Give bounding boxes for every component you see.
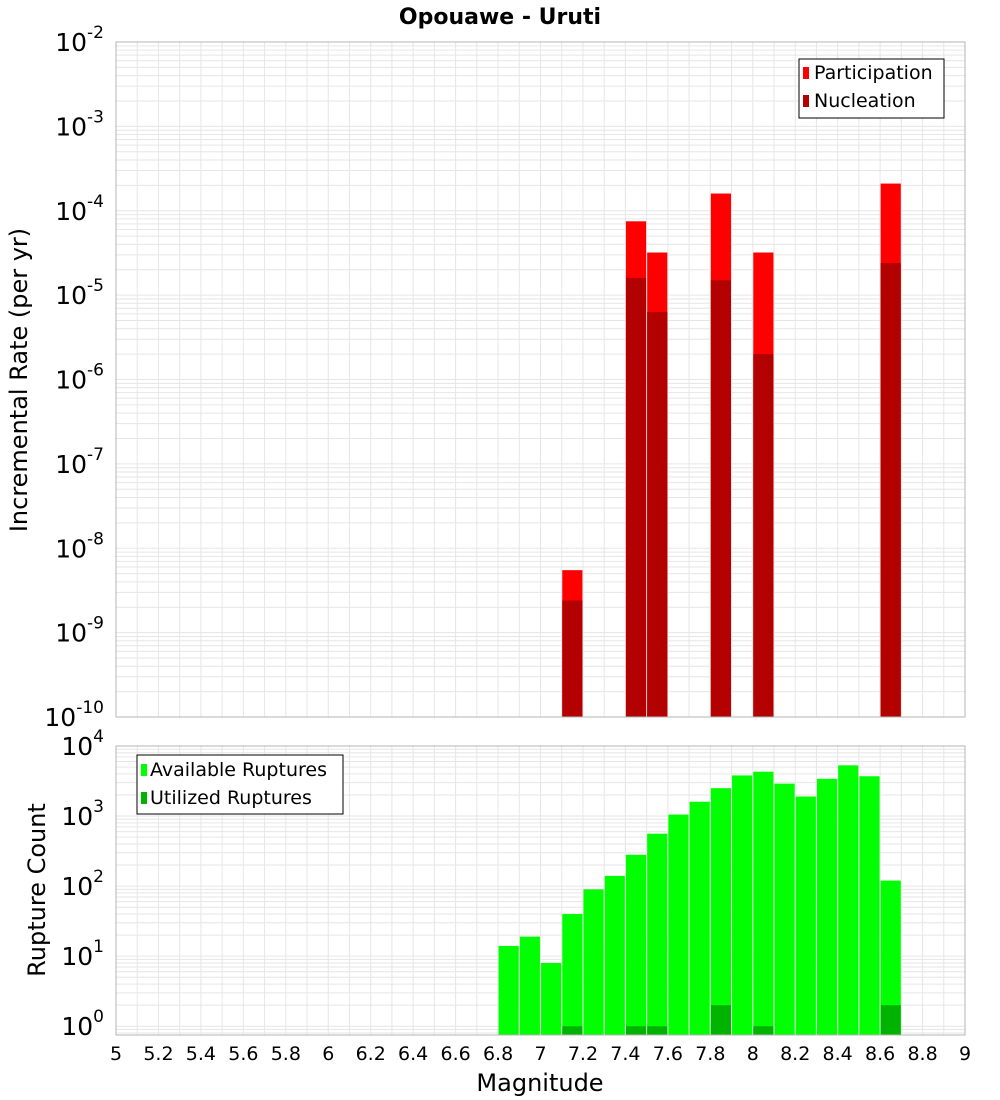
- rate-y-axis-label: Incremental Rate (per yr): [5, 228, 33, 532]
- x-tick-label: 8.2: [780, 1043, 810, 1065]
- x-tick-label: 6.6: [440, 1043, 470, 1065]
- available-ruptures-bar: [541, 962, 562, 1035]
- x-tick-label: 7.6: [653, 1043, 683, 1065]
- count-y-tick-label: 101: [61, 937, 104, 971]
- count-bars: [498, 765, 901, 1035]
- count-y-axis-label: Rupture Count: [23, 803, 51, 977]
- rate-y-tick-label: 10-5: [55, 276, 104, 310]
- count-y-tick-label: 102: [61, 867, 104, 901]
- available-ruptures-bar: [710, 788, 731, 1035]
- x-tick-label: 6.2: [356, 1043, 386, 1065]
- rate-bars: [562, 183, 901, 718]
- utilized-legend-swatch: [141, 792, 147, 804]
- x-tick-label: 5.6: [228, 1043, 258, 1065]
- available-legend-swatch: [141, 764, 147, 776]
- nucleation-bar: [710, 280, 731, 717]
- available-ruptures-bar: [795, 796, 816, 1035]
- rate-y-tick-label: 10-7: [55, 445, 104, 479]
- count-y-tick-label: 104: [61, 727, 104, 761]
- rate-gridlines: [115, 42, 966, 718]
- rate-y-tick-label: 10-10: [44, 698, 104, 732]
- available-ruptures-bar: [668, 814, 689, 1035]
- available-ruptures-bar: [880, 880, 901, 1035]
- rate-legend: Participation Nucleation: [798, 58, 945, 119]
- available-ruptures-bar: [689, 801, 710, 1035]
- x-tick-label: 5.2: [143, 1043, 173, 1065]
- rate-panel: 10-2 10-3 10-4 10-5 10-6 10-7 10-8 10-9 10-10 In…: [5, 23, 966, 732]
- available-legend-label: Available Ruptures: [150, 759, 327, 781]
- rate-y-tick-label: 10-6: [55, 361, 104, 395]
- nucleation-bar: [753, 354, 774, 717]
- rate-y-tick-label: 10-4: [55, 192, 104, 226]
- x-tick-label: 8.6: [865, 1043, 895, 1065]
- utilized-ruptures-bar: [647, 1026, 668, 1035]
- nucleation-legend-swatch: [803, 95, 809, 107]
- rupture-count-panel: 104 103 102 101 100 Rupture Count Available …: [23, 727, 966, 1041]
- available-ruptures-bar: [498, 945, 519, 1035]
- utilized-ruptures-bar: [880, 1005, 901, 1035]
- x-tick-labels: 5 5.2 5.4 5.6 5.8 6 6.2 6.4 6.6 6.8 7 7.2 7.4 7.6 7.8 8…: [110, 1043, 971, 1065]
- x-tick-label: 6: [322, 1043, 334, 1065]
- rate-y-tick-labels: 10-2 10-3 10-4 10-5 10-6 10-7 10-8 10-9 10-10: [44, 23, 104, 732]
- available-ruptures-bar: [753, 771, 774, 1035]
- x-tick-label: 6.4: [398, 1043, 428, 1065]
- count-y-tick-label: 100: [61, 1007, 104, 1041]
- nucleation-bar: [880, 263, 901, 717]
- utilized-legend-label: Utilized Ruptures: [150, 787, 312, 809]
- x-tick-label: 5.4: [186, 1043, 216, 1065]
- available-ruptures-bar: [625, 854, 647, 1035]
- x-tick-label: 5: [110, 1043, 122, 1065]
- count-legend: Available Ruptures Utilized Ruptures: [136, 754, 344, 815]
- available-ruptures-bar: [583, 889, 604, 1035]
- nucleation-legend-label: Nucleation: [814, 90, 916, 112]
- rate-legend-box: [798, 58, 945, 119]
- x-tick-label: 8.8: [907, 1043, 937, 1065]
- available-ruptures-bar: [647, 833, 668, 1035]
- x-tick-label: 5.8: [271, 1043, 301, 1065]
- available-ruptures-bar: [519, 936, 540, 1035]
- participation-legend-swatch: [803, 67, 809, 79]
- rate-y-tick-label: 10-2: [55, 23, 104, 57]
- rate-y-tick-label: 10-8: [55, 529, 104, 563]
- available-ruptures-bar: [562, 914, 583, 1035]
- available-ruptures-bar: [859, 776, 880, 1035]
- x-tick-label: 7.4: [610, 1043, 640, 1065]
- participation-legend-label: Participation: [814, 62, 933, 84]
- count-y-tick-label: 103: [61, 797, 104, 831]
- utilized-ruptures-bar: [753, 1026, 774, 1035]
- count-plot-frame: [115, 745, 966, 1036]
- x-tick-label: 7.2: [568, 1043, 598, 1065]
- chart-title: Opouawe - Uruti: [399, 5, 601, 30]
- count-y-tick-labels: 104 103 102 101 100: [61, 727, 104, 1041]
- count-legend-box: [136, 754, 344, 815]
- x-tick-label: 8.4: [823, 1043, 853, 1065]
- nucleation-bar: [562, 600, 583, 717]
- x-tick-label: 9: [959, 1043, 971, 1065]
- utilized-ruptures-bar: [562, 1026, 583, 1035]
- available-ruptures-bar: [774, 783, 795, 1035]
- utilized-ruptures-bar: [625, 1026, 647, 1035]
- x-tick-label: 7.8: [695, 1043, 725, 1065]
- nucleation-bar: [647, 312, 668, 717]
- x-tick-label: 8: [747, 1043, 759, 1065]
- rate-y-tick-label: 10-3: [55, 107, 104, 141]
- available-ruptures-bar: [816, 778, 838, 1035]
- x-axis-label: Magnitude: [476, 1069, 603, 1097]
- rate-y-tick-label: 10-9: [55, 614, 104, 648]
- utilized-ruptures-bar: [710, 1005, 731, 1035]
- available-ruptures-bar: [838, 765, 859, 1035]
- x-tick-label: 7: [534, 1043, 546, 1065]
- available-ruptures-bar: [604, 875, 625, 1035]
- rate-plot-frame: [115, 41, 966, 718]
- x-tick-label: 6.8: [483, 1043, 513, 1065]
- available-ruptures-bar: [732, 775, 753, 1035]
- nucleation-bar: [625, 277, 647, 717]
